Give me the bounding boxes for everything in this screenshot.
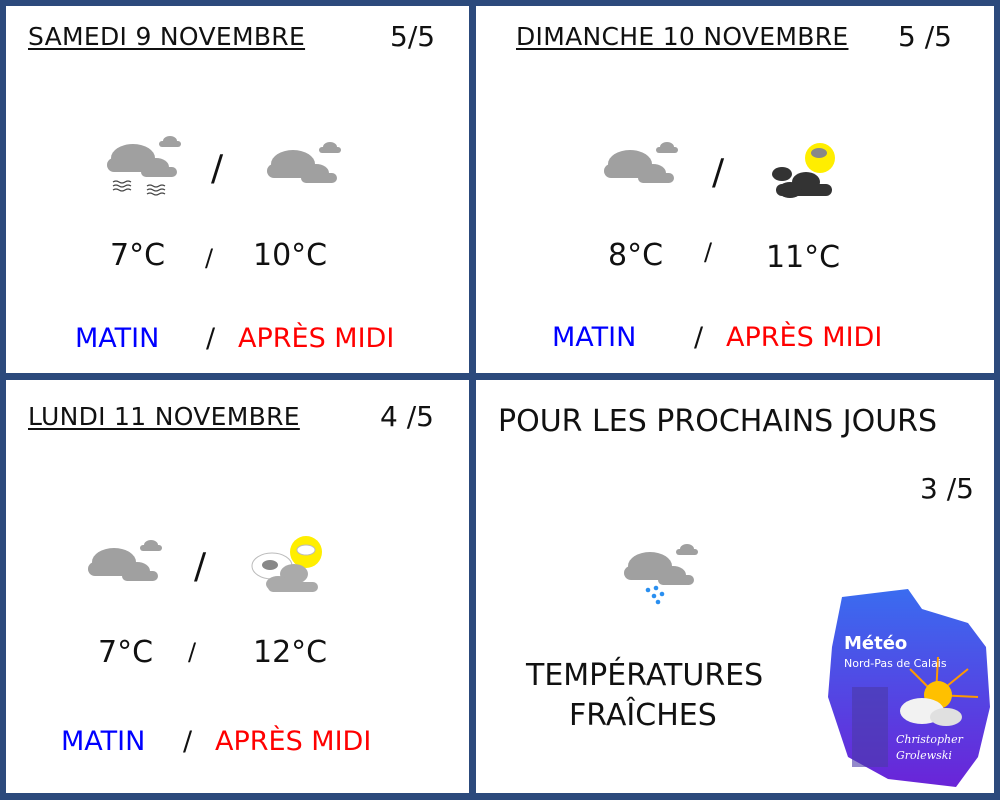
cloudy-icon <box>604 142 678 183</box>
rain-cloud-icon <box>624 544 698 605</box>
morning-label: MATIN <box>61 726 146 757</box>
separator: / <box>211 148 224 189</box>
afternoon-label: APRÈS MIDI <box>215 726 372 757</box>
score: 4 /5 <box>380 400 434 433</box>
afternoon-label: APRÈS MIDI <box>238 323 395 354</box>
separator: / <box>704 238 713 266</box>
outlook-line2: FRAÎCHES <box>569 698 717 733</box>
morning-label: MATIN <box>75 323 160 354</box>
day-panel-monday: LUNDI 11 NOVEMBRE 4 /5 / 7°C / 12°C MATI… <box>6 380 469 793</box>
score: 5 /5 <box>898 20 952 53</box>
temp-morning: 8°C <box>608 238 664 273</box>
separator: / <box>712 152 725 193</box>
day-panel-saturday: SAMEDI 9 NOVEMBRE 5/5 / 7°C / 10°C MATIN… <box>6 6 469 373</box>
cloudy-icon <box>267 142 341 183</box>
dark-cloud-sun-icon <box>772 143 835 198</box>
temp-afternoon: 10°C <box>253 238 328 273</box>
outlook-line1: TEMPÉRATURES <box>526 658 764 693</box>
separator: / <box>188 638 197 666</box>
separator: / <box>194 546 207 587</box>
day-title: LUNDI 11 NOVEMBRE <box>28 402 300 431</box>
partly-sunny-icon <box>251 536 322 592</box>
day-title: DIMANCHE 10 NOVEMBRE <box>516 22 849 51</box>
afternoon-label: APRÈS MIDI <box>726 322 883 353</box>
cloudy-icon <box>88 540 162 581</box>
temp-afternoon: 12°C <box>253 635 328 670</box>
temp-afternoon: 11°C <box>766 240 841 275</box>
fog-cloud-icon <box>107 136 181 196</box>
outlook-title: POUR LES PROCHAINS JOURS <box>498 404 938 439</box>
outlook-panel: POUR LES PROCHAINS JOURS 3 /5 TEMPÉRATUR… <box>476 380 994 793</box>
logo: Météo Nord-Pas de Calais Christopher Gro… <box>818 587 994 793</box>
separator: / <box>694 322 704 353</box>
day-title: SAMEDI 9 NOVEMBRE <box>28 22 306 51</box>
logo-author-first: Christopher <box>896 733 963 746</box>
logo-author-last: Grolewski <box>896 749 952 762</box>
score: 3 /5 <box>920 472 974 505</box>
morning-label: MATIN <box>552 322 637 353</box>
day-panel-sunday: DIMANCHE 10 NOVEMBRE 5 /5 / 8°C / 11°C M… <box>476 6 994 373</box>
logo-subtitle: Nord-Pas de Calais <box>844 657 947 670</box>
separator: / <box>183 726 193 757</box>
logo-title: Météo <box>844 633 908 654</box>
score: 5/5 <box>390 20 436 53</box>
separator: / <box>206 323 216 354</box>
temp-morning: 7°C <box>98 635 154 670</box>
separator: / <box>205 244 214 272</box>
temp-morning: 7°C <box>110 238 166 273</box>
